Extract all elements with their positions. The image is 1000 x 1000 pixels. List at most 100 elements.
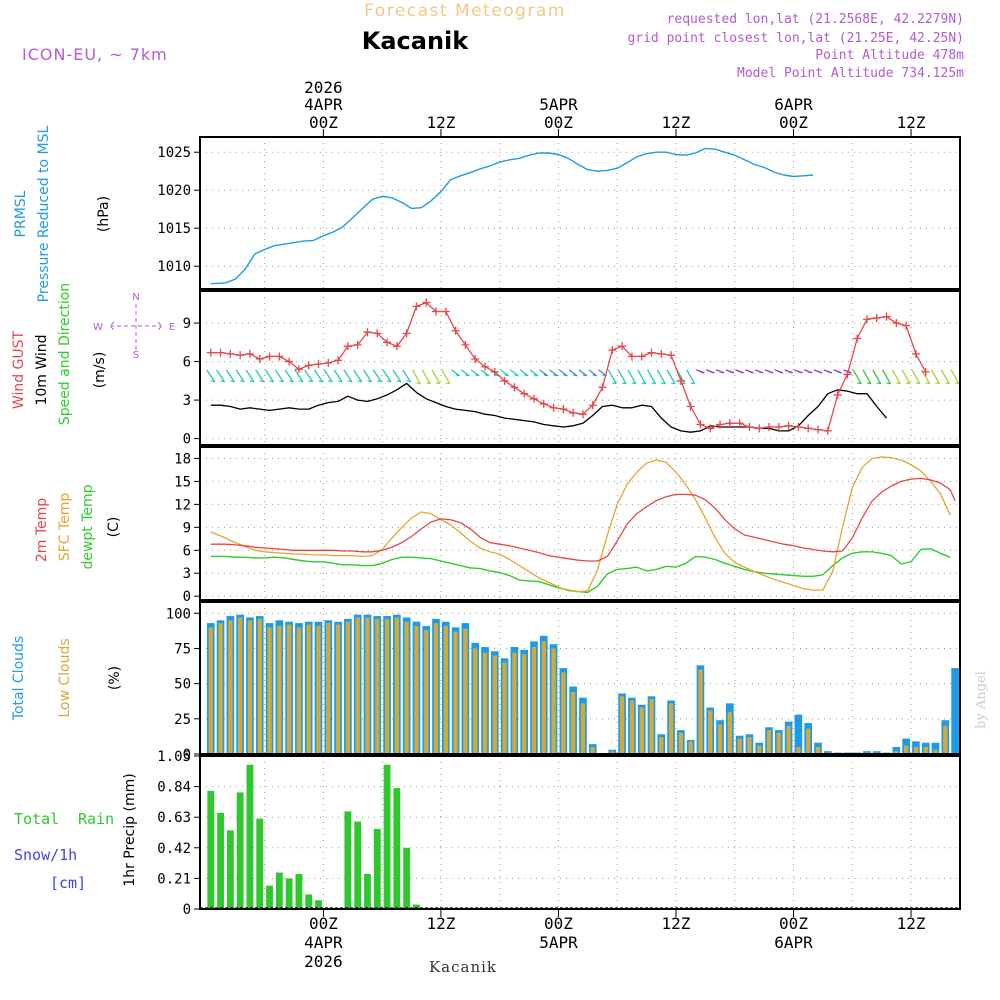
rain-bar: [295, 874, 303, 909]
wind-arrow: [881, 369, 892, 385]
gust-marker: [647, 348, 656, 357]
rain-bar: [256, 818, 264, 909]
gust-marker: [363, 328, 372, 337]
wind-arrow-head: [749, 371, 754, 374]
compass-n: N: [132, 292, 139, 303]
wind-arrow: [470, 369, 480, 377]
wind-arrow-head: [945, 382, 950, 385]
wind-frame: [199, 290, 961, 446]
gust-marker: [862, 315, 871, 324]
wind-arrow-head: [484, 374, 490, 377]
rain-bar: [305, 894, 313, 909]
wind-arrow: [950, 369, 960, 385]
wind-arrow: [225, 369, 235, 383]
rain-bar: [275, 872, 283, 909]
gust-marker: [804, 424, 813, 433]
gust-marker: [902, 321, 911, 330]
low-cloud-bar: [815, 746, 821, 754]
rain-bar: [285, 878, 293, 909]
low-cloud-bar: [326, 623, 331, 754]
wind-arrow: [431, 369, 441, 385]
pressure-label-2: Pressure Reduced to MSL: [36, 125, 52, 302]
rain-bar: [236, 792, 244, 909]
gust-marker: [706, 424, 715, 433]
low-cloud-bar: [590, 746, 595, 754]
wind-arrow-head: [416, 382, 421, 385]
panel-side-labels: PRMSL Pressure Reduced to MSL (hPa) Wind GU…: [11, 125, 175, 892]
wind-arrow: [392, 369, 402, 383]
temperature-ytick-label: 9: [183, 520, 191, 536]
top-hour-label: 12Z: [897, 113, 926, 132]
gust-marker: [833, 390, 842, 399]
wind-arrow-head: [279, 380, 284, 383]
pressure-ytick-label: 1015: [157, 221, 191, 237]
wind-arrow: [304, 369, 314, 383]
wind-arrow: [607, 369, 617, 385]
precip-ytick-label: 0.42: [157, 841, 191, 857]
gust-marker: [294, 365, 303, 374]
temperature-frame: [199, 446, 961, 601]
gust-marker: [618, 342, 627, 351]
wind-arrow: [666, 369, 676, 385]
gust-marker: [275, 352, 284, 361]
wind-arrow-head: [465, 374, 470, 377]
pressure-label-1: PRMSL: [13, 190, 29, 237]
gust-marker: [921, 367, 930, 376]
temperature-ytick-label: 6: [183, 543, 191, 559]
top-date-label: 4APR: [304, 95, 343, 114]
temperature-ytick-label: 18: [174, 451, 191, 467]
wind-arrow: [558, 369, 568, 377]
wind-arrow: [441, 369, 451, 385]
gust-marker: [637, 352, 646, 361]
low-cloud-bar: [776, 732, 781, 754]
wind-arrow-head: [621, 382, 627, 385]
wind-arrow-head: [788, 371, 793, 374]
wind-arrow: [588, 369, 598, 377]
low-cloud-bar: [404, 621, 409, 754]
low-cloud-bar: [913, 746, 919, 754]
gust-marker: [735, 419, 744, 428]
wind-arrow: [245, 369, 255, 383]
low-cloud-bar: [228, 620, 233, 754]
gust-marker: [911, 349, 920, 358]
wind-arrow: [901, 369, 911, 385]
model-label: ICON-EU, ~ 7km: [22, 45, 168, 64]
low-cloud-bar: [747, 737, 752, 754]
wind-arrow: [206, 369, 216, 383]
precip-ytick-label: 0.84: [157, 780, 191, 796]
wind-arrow-head: [954, 382, 960, 385]
low-cloud-bar: [610, 751, 615, 754]
wind-arrow: [421, 369, 431, 385]
wind-arrow-head: [308, 380, 313, 383]
clouds-frame: [199, 601, 961, 755]
low-cloud-bar: [277, 625, 282, 754]
low-cloud-bar: [433, 623, 439, 754]
low-cloud-bar: [629, 700, 635, 754]
model-altitude: Model Point Altitude 734.125m: [737, 66, 964, 81]
top-hour-label: 00Z: [544, 113, 573, 132]
gust-marker: [696, 420, 705, 429]
wind-arrow-head: [406, 380, 411, 383]
low-cloud-bar: [649, 699, 654, 754]
top-hour-label: 12Z: [426, 113, 455, 132]
wind-arrow-head: [670, 382, 676, 385]
wind-arrow-head: [455, 374, 460, 377]
pressure-line: [210, 147, 814, 285]
low-cloud-bar: [933, 749, 938, 754]
top-date-label: 5APR: [539, 95, 578, 114]
gust-marker: [755, 424, 764, 433]
wind-arrow: [461, 369, 470, 377]
wind-arrow: [656, 369, 666, 385]
bottom-year-label: 2026: [304, 952, 343, 971]
compass-w: W: [93, 322, 103, 333]
wind-arrow-head: [386, 380, 392, 383]
wind-arrow-head: [259, 380, 264, 383]
gust-marker: [823, 426, 832, 435]
gust-marker: [569, 408, 578, 417]
wind-label: 10m Wind: [34, 334, 50, 405]
top-hour-label: 00Z: [779, 113, 808, 132]
wind-arrow-head: [827, 371, 832, 374]
gust-marker: [627, 352, 636, 361]
gust-marker: [520, 389, 529, 398]
